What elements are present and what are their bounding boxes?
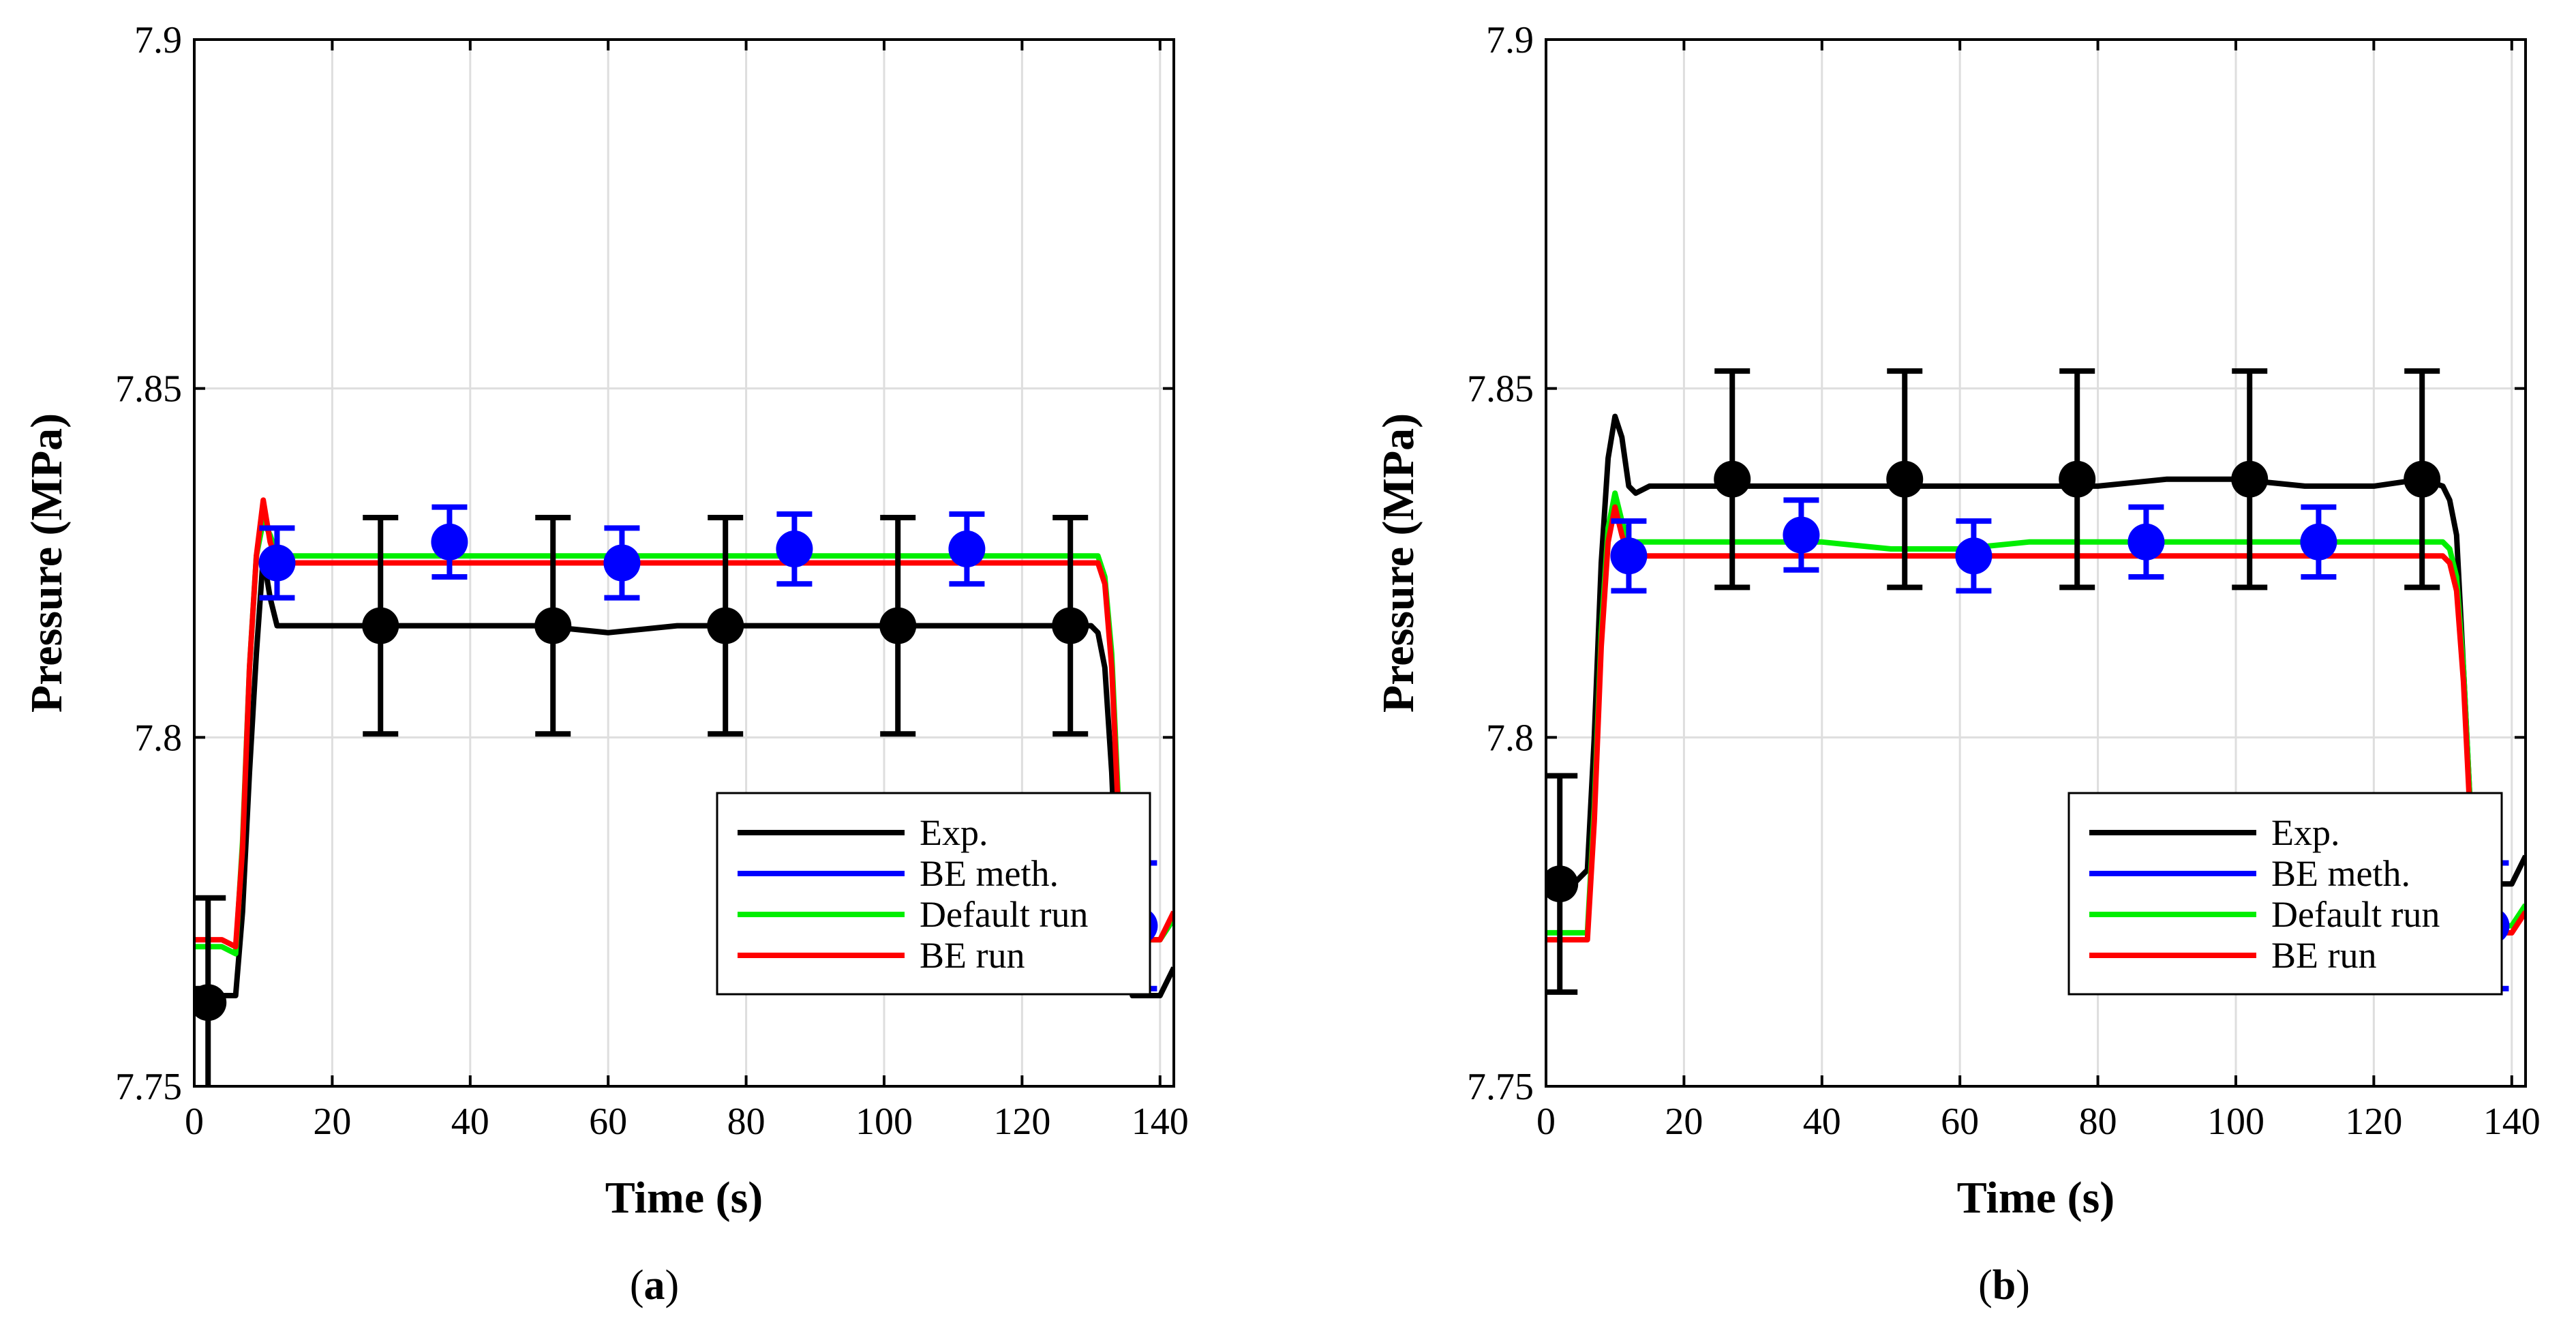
marker-exp <box>2059 460 2096 498</box>
y-axis-title: Pressure (MPa) <box>1374 413 1423 713</box>
x-tick-label: 40 <box>451 1101 489 1143</box>
x-tick-label: 60 <box>1941 1101 1979 1143</box>
x-tick-label: 100 <box>855 1101 913 1143</box>
panel-label: (a) <box>630 1262 679 1309</box>
marker-be-meth <box>258 544 296 582</box>
x-tick-label: 20 <box>313 1101 351 1143</box>
x-tick-label: 60 <box>589 1101 627 1143</box>
x-tick-label: 40 <box>1803 1101 1841 1143</box>
x-tick-label: 120 <box>993 1101 1050 1143</box>
marker-be-meth <box>2300 523 2337 561</box>
x-tick-label: 0 <box>185 1101 204 1143</box>
y-tick-label: 7.8 <box>1486 717 1534 759</box>
marker-be-meth <box>2127 523 2165 561</box>
marker-exp <box>534 607 572 644</box>
x-tick-label: 80 <box>2079 1101 2117 1143</box>
marker-exp <box>1714 460 1751 498</box>
y-tick-label: 7.75 <box>1467 1066 1534 1108</box>
series-line-exp <box>194 553 1174 998</box>
marker-exp <box>2231 460 2269 498</box>
x-tick-label: 140 <box>1132 1101 1189 1143</box>
legend-label: BE meth. <box>2271 853 2410 894</box>
marker-be-meth <box>1610 537 1648 575</box>
legend-label: BE meth. <box>920 853 1059 894</box>
data-layer <box>194 497 1174 1086</box>
legend-label: BE run <box>920 935 1025 976</box>
marker-exp <box>1546 865 1579 903</box>
x-tick-label: 20 <box>1665 1101 1703 1143</box>
legend-label: BE run <box>2271 935 2377 976</box>
x-tick-label: 120 <box>2345 1101 2402 1143</box>
axes <box>193 38 1175 1088</box>
marker-be-meth <box>776 531 813 568</box>
marker-exp <box>194 984 227 1022</box>
chart-panel-a: 0 20 40 60 80 100 120 140 7.75 7.8 7.85 7.9 Time (s)… <box>22 19 1189 1309</box>
panel-label-letter: b <box>1992 1262 2016 1309</box>
marker-be-meth <box>948 531 986 568</box>
data-layer <box>1546 368 2526 995</box>
axes <box>1545 38 2527 1088</box>
marker-be-meth <box>1783 516 1820 554</box>
y-tick-label: 7.85 <box>115 368 182 411</box>
chart-panel-b: 0 20 40 60 80 100 120 140 7.75 7.8 7.85 7.9 Time (s)… <box>1374 19 2541 1309</box>
legend-label: Default run <box>920 894 1088 935</box>
legend-box <box>716 792 1151 996</box>
marker-be-meth <box>603 544 641 582</box>
axes-box <box>1545 38 2527 1088</box>
axes-box <box>193 38 1175 1088</box>
y-axis-title: Pressure (MPa) <box>22 413 72 713</box>
marker-be-meth <box>1955 537 1992 575</box>
x-tick-label: 100 <box>2207 1101 2264 1143</box>
marker-exp <box>2404 460 2441 498</box>
panel-label: (b) <box>1978 1262 2030 1309</box>
y-tick-label: 7.85 <box>1467 368 1534 411</box>
y-tick-label: 7.9 <box>134 19 182 61</box>
marker-be-meth <box>431 523 468 561</box>
y-tick-label: 7.9 <box>1486 19 1534 61</box>
y-tick-label: 7.8 <box>134 717 182 759</box>
legend-label: Exp. <box>2271 812 2340 853</box>
legend-label: Default run <box>2271 894 2440 935</box>
panel-label-letter: a <box>644 1262 665 1309</box>
marker-exp <box>1052 607 1089 644</box>
x-tick-label: 140 <box>2483 1101 2541 1143</box>
x-axis-title: Time (s) <box>605 1173 763 1223</box>
x-tick-label: 0 <box>1536 1101 1556 1143</box>
marker-exp <box>1886 460 1924 498</box>
legend-box <box>2067 792 2503 996</box>
marker-exp <box>707 607 744 644</box>
y-tick-label: 7.75 <box>115 1066 182 1108</box>
x-axis-title: Time (s) <box>1957 1173 2115 1223</box>
marker-exp <box>879 607 917 644</box>
marker-exp <box>362 607 399 644</box>
x-tick-label: 80 <box>727 1101 766 1143</box>
legend-label: Exp. <box>920 812 988 853</box>
